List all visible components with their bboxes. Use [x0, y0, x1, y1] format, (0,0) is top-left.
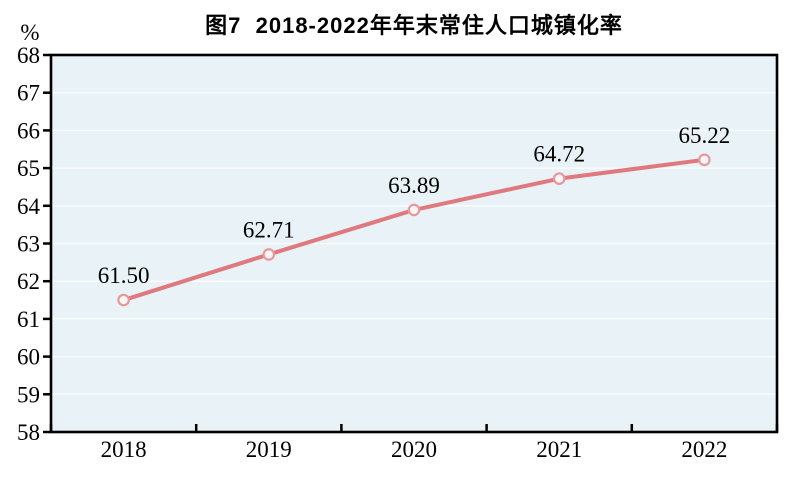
chart-title: 图7 2018-2022年年末常住人口城镇化率 — [205, 13, 623, 38]
data-point-label: 62.71 — [243, 217, 295, 242]
plot-border — [49, 53, 779, 434]
y-axis-tick-label: 68 — [17, 43, 40, 68]
data-point-label: 61.50 — [98, 263, 150, 288]
y-axis-tick-label: 66 — [17, 118, 40, 143]
data-point-marker — [552, 172, 566, 185]
y-axis-tick-label: 64 — [17, 194, 41, 219]
data-point-marker — [698, 153, 711, 167]
data-point-label: 64.72 — [533, 142, 585, 167]
data-point-marker — [117, 293, 130, 307]
x-axis-tick-label: 2022 — [681, 437, 727, 462]
y-axis-tick-label: 58 — [17, 420, 40, 445]
x-axis-tick-label: 2018 — [101, 437, 147, 462]
x-axis-tick-label: 2019 — [246, 437, 292, 462]
data-point-label: 65.22 — [679, 123, 731, 148]
y-axis-unit-label: % — [20, 20, 39, 45]
y-axis-tick-label: 65 — [17, 156, 40, 181]
y-axis-tick-label: 62 — [17, 269, 40, 294]
y-axis-tick-label: 59 — [17, 382, 40, 407]
data-point-marker — [262, 248, 276, 261]
y-axis-tick-label: 61 — [17, 307, 40, 332]
y-axis-tick-label: 63 — [17, 232, 40, 257]
data-point-label: 63.89 — [388, 173, 440, 198]
x-axis-tick-label: 2020 — [391, 437, 437, 462]
x-axis-tick-label: 2021 — [536, 437, 582, 462]
data-point-marker — [407, 203, 421, 217]
y-axis-tick-label: 60 — [17, 345, 40, 370]
y-axis-tick-label: 67 — [17, 81, 40, 106]
